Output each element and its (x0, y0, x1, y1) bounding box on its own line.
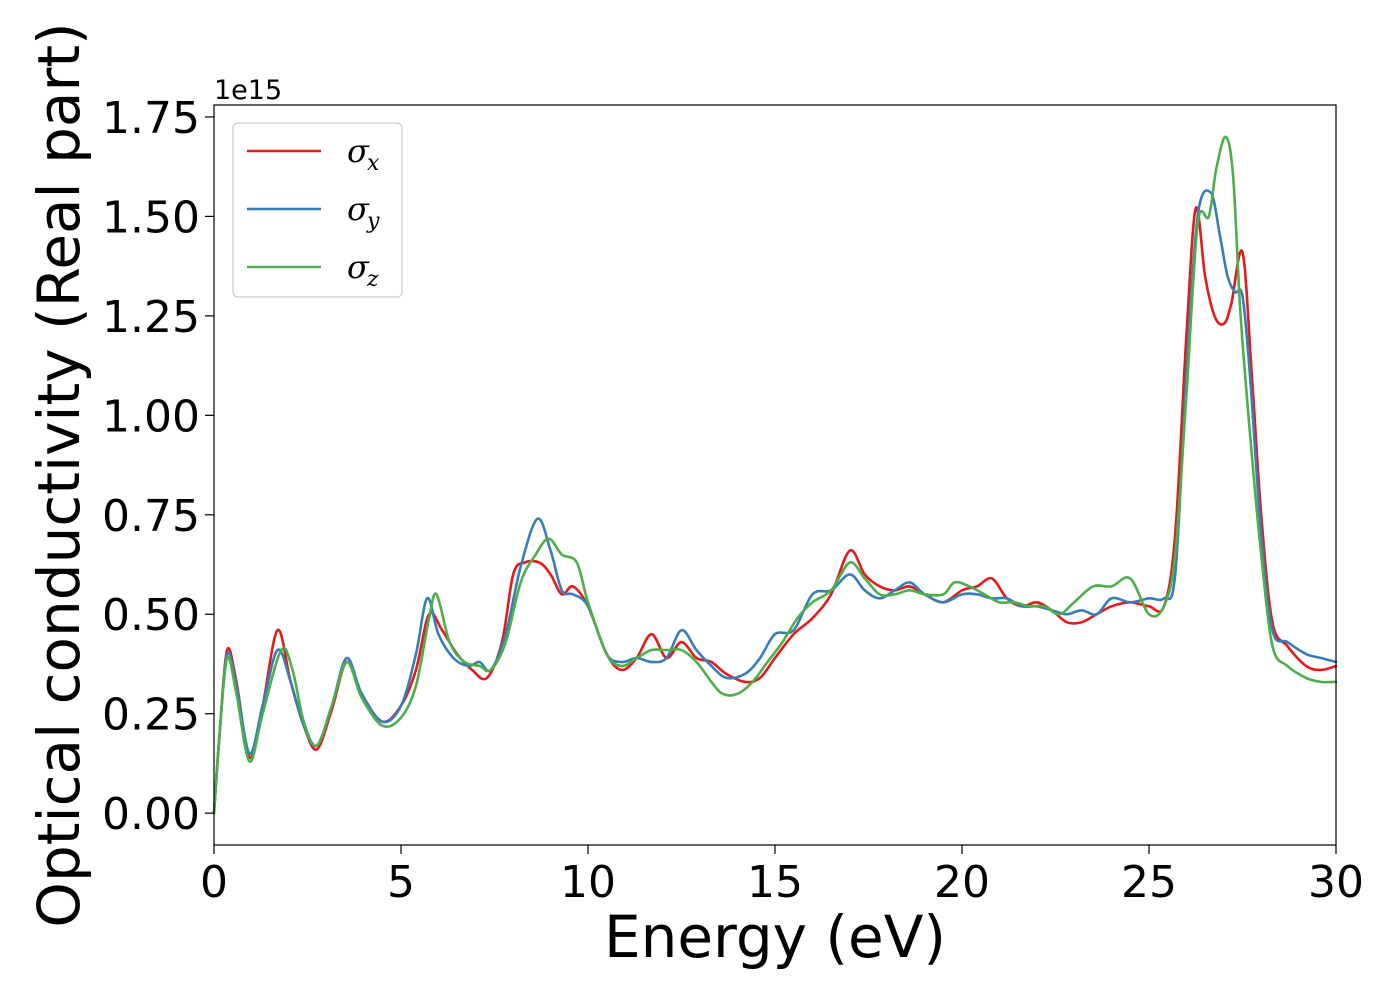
y-axis: 0.00 0.25 0.50 0.75 1.00 1.25 1.50 1.75 (102, 93, 214, 840)
y-tick-label: 0.25 (102, 690, 200, 741)
y-tick-label: 0.00 (102, 789, 200, 840)
y-tick-label: 0.50 (102, 590, 200, 641)
y-tick-label: 1.50 (102, 192, 200, 243)
legend-label-z: σ (347, 248, 370, 286)
legend-label-y: σ (347, 190, 370, 228)
y-tick-label: 1.00 (102, 391, 200, 442)
legend-subscript-y: y (366, 209, 380, 234)
series-line-z (212, 135, 1338, 815)
legend-subscript-z: z (366, 267, 379, 292)
x-tick-label: 15 (747, 857, 803, 908)
legend-subscript-x: x (367, 151, 380, 176)
x-tick-label: 30 (1308, 857, 1364, 908)
x-axis-label: Energy (eV) (604, 903, 946, 971)
x-tick-label: 25 (1121, 857, 1177, 908)
series-layer (212, 135, 1338, 815)
x-tick-label: 20 (934, 857, 990, 908)
y-tick-label: 0.75 (102, 491, 200, 542)
x-tick-label: 0 (200, 857, 228, 908)
y-axis-label: Optical conductivity (Real part) (25, 22, 93, 927)
x-tick-label: 5 (387, 857, 415, 908)
y-tick-label: 1.75 (102, 93, 200, 144)
y-tick-label: 1.25 (102, 292, 200, 343)
y-offset-label: 1e15 (214, 75, 282, 106)
x-tick-label: 10 (560, 857, 616, 908)
x-axis: 0 5 10 15 20 25 30 (200, 845, 1364, 908)
legend-label-x: σ (347, 132, 370, 170)
